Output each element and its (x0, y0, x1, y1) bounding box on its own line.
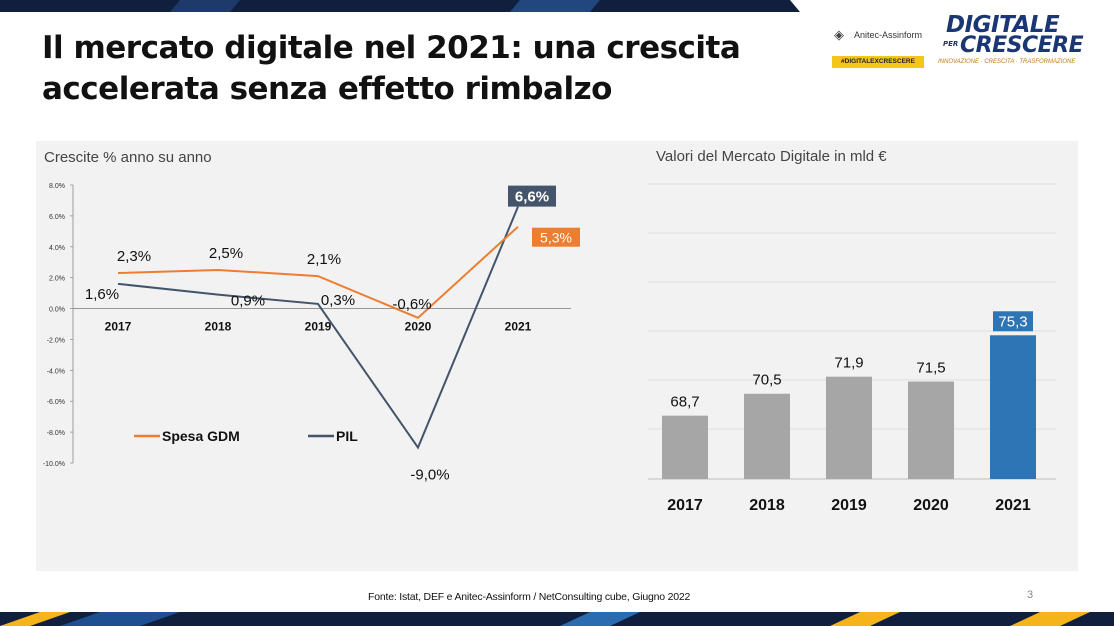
line-chart-title: Crescite % anno su anno (44, 149, 212, 166)
y-tick-label: 8.0% (49, 183, 65, 190)
anitec-emblem-icon: ◈ (834, 27, 844, 42)
data-label-pil: 1,6% (85, 286, 119, 303)
value-label: 68,7 (670, 394, 699, 411)
page-title: Il mercato digitale nel 2021: una cresci… (42, 28, 741, 110)
y-tick-label: 0.0% (49, 307, 65, 314)
growth-line-chart: Crescite % anno su anno 8.0% 6.0% 4.0% 2.0% 0… (43, 149, 580, 484)
category-label: 2018 (749, 497, 785, 514)
category-label: 2019 (831, 497, 867, 514)
data-label-spesa-gdm: 2,3% (117, 248, 151, 265)
bar-2018 (744, 393, 790, 479)
data-label-box-pil-2021 (508, 185, 556, 207)
value-label: 75,3 (998, 313, 1027, 330)
category-label: 2017 (667, 497, 703, 514)
bottom-decorative-band (0, 612, 1114, 626)
x-tick-label: 2017 (105, 320, 132, 334)
x-tick-label: 2019 (305, 320, 332, 334)
logo-word-digitale: DIGITALE (946, 12, 1060, 38)
digitale-per-crescere-logo: DIGITALE PER CRESCERE INNOVAZIONE · CRES… (938, 12, 1114, 70)
data-label-spesa-gdm: 2,1% (307, 251, 341, 268)
data-label-spesa-gdm: 2,5% (209, 245, 243, 262)
category-label: 2020 (913, 497, 949, 514)
y-tick-label: -2.0% (47, 337, 65, 344)
value-label: 70,5 (752, 372, 781, 389)
y-tick-label: -8.0% (47, 430, 65, 437)
x-tick-label: 2018 (205, 320, 232, 334)
anitec-logo-tag: #DIGITALEXCRESCERE (832, 56, 924, 68)
category-label: 2021 (995, 497, 1031, 514)
bar-chart-title: Valori del Mercato Digitale in mld € (656, 148, 887, 165)
y-tick-label: -4.0% (47, 368, 65, 375)
value-label: 71,9 (834, 355, 863, 372)
digital-market-bar-chart: Valori del Mercato Digitale in mld € 68,7… (648, 148, 1056, 514)
y-tick-label: 2.0% (49, 276, 65, 283)
source-text: Fonte: Istat, DEF e Anitec-Assinform / N… (368, 591, 691, 603)
title-line-2: accelerata senza effetto rimbalzo (42, 71, 612, 107)
series-line-pil (117, 206, 519, 450)
value-label-box-2021 (993, 311, 1033, 332)
page-number: 3 (1027, 589, 1034, 601)
data-label-spesa-gdm: 5,3% (540, 230, 572, 246)
data-label-pil: 0,9% (231, 293, 265, 310)
x-tick-label: 2021 (505, 320, 532, 334)
y-tick-label: -6.0% (47, 399, 65, 406)
x-tick-label: 2020 (405, 320, 432, 334)
data-label-pil: 6,6% (515, 189, 549, 206)
logo-word-crescere: CRESCERE (960, 33, 1084, 58)
logo-tagline: INNOVAZIONE · CRESCITA · TRASFORMAZIONE (938, 59, 1076, 65)
top-decorative-band (0, 0, 1114, 12)
bar-2020 (908, 381, 954, 479)
charts-panel (36, 141, 1078, 571)
series-line-spesa-gdm (117, 225, 519, 319)
y-tick-label: 4.0% (49, 245, 65, 252)
legend-label-spesa-gdm: Spesa GDM (162, 428, 240, 444)
y-tick-label: -10.0% (43, 461, 65, 468)
bar-2017 (662, 415, 708, 479)
data-label-pil: 0,3% (321, 292, 355, 309)
bar-2019 (826, 376, 872, 479)
anitec-logo-name: Anitec-Assinform (854, 30, 923, 40)
anitec-assinform-logo: ◈ Anitec-Assinform #DIGITALEXCRESCERE (830, 14, 926, 68)
value-label: 71,5 (916, 360, 945, 377)
y-tick-label: 6.0% (49, 214, 65, 221)
data-label-box-spesa-gdm-2021 (532, 227, 580, 247)
legend-label-pil: PIL (336, 428, 358, 444)
data-label-spesa-gdm: -0,6% (392, 296, 431, 313)
title-line-1: Il mercato digitale nel 2021: una cresci… (42, 30, 741, 66)
logo-word-per: PER (943, 40, 959, 48)
bar-2021 (990, 335, 1036, 479)
data-label-pil: -9,0% (410, 467, 449, 484)
